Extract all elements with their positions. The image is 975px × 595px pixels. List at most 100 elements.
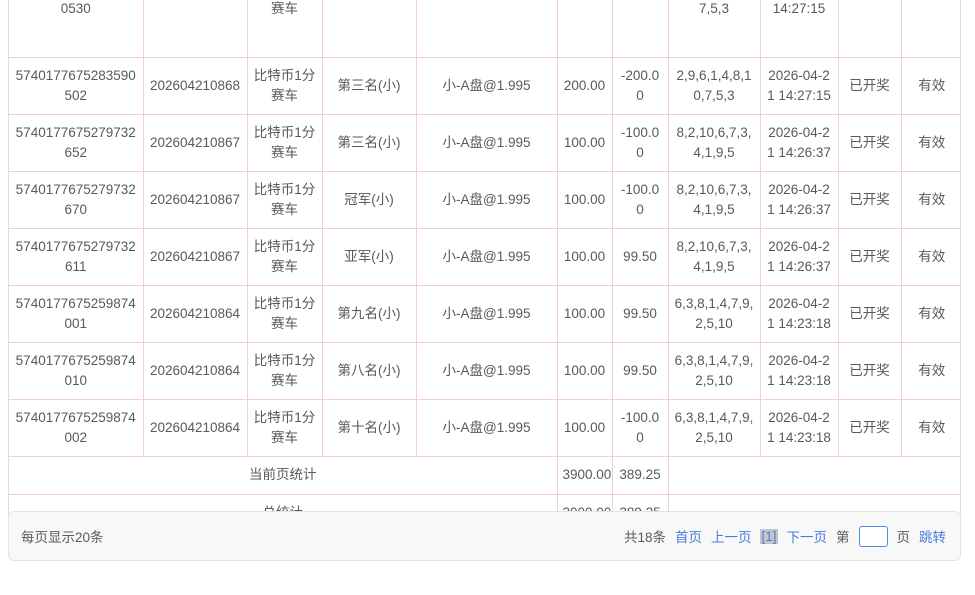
pagination-bar: 每页显示20条 共18条 首页 上一页 [1] 下一页 第 页 跳转 (8, 511, 961, 561)
cell-time: 2026-04-21 14:23:18 (760, 285, 839, 343)
cell-status: 已开奖 (838, 228, 902, 286)
cell-winloss: 99.50 (612, 228, 669, 286)
summary-current-page-amount: 3900.00 (557, 456, 613, 495)
cell-result: 8,2,10,6,7,3,4,1,9,5 (668, 171, 761, 229)
cell-result: 6,3,8,1,4,7,9,2,5,10 (668, 342, 761, 400)
cell-bet-type: 第三名(小) (322, 114, 417, 172)
table-row: 5740177675259874001 202604210864 比特币1分赛车… (9, 285, 960, 343)
summary-current-page-empty (668, 456, 960, 495)
table-row-partial: 0530 赛车 7,5,3 14:27:15 (9, 0, 960, 58)
cell-order-id-tail: 0530 (9, 0, 144, 58)
cell-validity: 有效 (901, 285, 960, 343)
page-jump-input[interactable] (858, 525, 888, 547)
page-size-text: 每页显示20条 (21, 530, 104, 545)
cell-amount: 100.00 (557, 285, 613, 343)
cell-status: 已开奖 (838, 171, 902, 229)
cell-order-id: 5740177675259874010 (9, 342, 144, 400)
cell-result: 2,9,6,1,4,8,10,7,5,3 (668, 57, 761, 115)
cell-winloss: 99.50 (612, 342, 669, 400)
cell-period: 202604210864 (143, 342, 248, 400)
cell-status: 已开奖 (838, 57, 902, 115)
cell-period: 202604210864 (143, 285, 248, 343)
cell-status: 已开奖 (838, 342, 902, 400)
cell-period: 202604210868 (143, 57, 248, 115)
cell-result: 6,3,8,1,4,7,9,2,5,10 (668, 285, 761, 343)
cell-period: 202604210867 (143, 171, 248, 229)
cell-period (143, 0, 248, 58)
cell-time: 2026-04-21 14:26:37 (760, 171, 839, 229)
jump-suffix-label: 页 (896, 530, 911, 545)
cell-time: 2026-04-21 14:23:18 (760, 399, 839, 457)
cell-amount: 200.00 (557, 57, 613, 115)
summary-current-page-winloss: 389.25 (612, 456, 669, 495)
cell-time: 2026-04-21 14:27:15 (760, 57, 839, 115)
cell-bet-type (322, 0, 417, 58)
cell-order-id: 5740177675259874002 (9, 399, 144, 457)
cell-validity: 有效 (901, 228, 960, 286)
cell-validity: 有效 (901, 342, 960, 400)
bet-records-table: 0530 赛车 7,5,3 14:27:15 57401776752835905… (9, 0, 960, 532)
cell-bet-type: 第十名(小) (322, 399, 417, 457)
cell-result-tail: 7,5,3 (668, 0, 761, 58)
cell-order-id: 5740177675283590502 (9, 57, 144, 115)
cell-period: 202604210867 (143, 228, 248, 286)
cell-bet-type: 亚军(小) (322, 228, 417, 286)
cell-time: 2026-04-21 14:23:18 (760, 342, 839, 400)
cell-winloss: -100.00 (612, 114, 669, 172)
cell-order-id: 5740177675279732670 (9, 171, 144, 229)
cell-game: 比特币1分赛车 (247, 228, 323, 286)
cell-amount (557, 0, 613, 58)
total-count-text: 共18条 (623, 530, 666, 545)
prev-page-link[interactable]: 上一页 (710, 530, 752, 545)
cell-period: 202604210864 (143, 399, 248, 457)
table-row: 5740177675279732670 202604210867 比特币1分赛车… (9, 171, 960, 229)
cell-period: 202604210867 (143, 114, 248, 172)
cell-status: 已开奖 (838, 114, 902, 172)
cell-result: 8,2,10,6,7,3,4,1,9,5 (668, 114, 761, 172)
table-row: 5740177675259874010 202604210864 比特币1分赛车… (9, 342, 960, 400)
cell-game: 比特币1分赛车 (247, 399, 323, 457)
cell-play: 小-A盘@1.995 (416, 228, 558, 286)
cell-time: 2026-04-21 14:26:37 (760, 228, 839, 286)
cell-validity (901, 0, 960, 58)
bet-records-table-container: 0530 赛车 7,5,3 14:27:15 57401776752835905… (8, 0, 961, 533)
first-page-link[interactable]: 首页 (674, 530, 702, 545)
cell-validity: 有效 (901, 114, 960, 172)
cell-game: 比特币1分赛车 (247, 285, 323, 343)
cell-amount: 100.00 (557, 228, 613, 286)
cell-play: 小-A盘@1.995 (416, 57, 558, 115)
cell-game: 比特币1分赛车 (247, 114, 323, 172)
cell-time-tail: 14:27:15 (760, 0, 839, 58)
cell-game: 比特币1分赛车 (247, 171, 323, 229)
cell-amount: 100.00 (557, 114, 613, 172)
cell-status: 已开奖 (838, 399, 902, 457)
cell-play: 小-A盘@1.995 (416, 114, 558, 172)
jump-button[interactable]: 跳转 (919, 530, 946, 545)
cell-winloss: -100.00 (612, 399, 669, 457)
cell-result: 8,2,10,6,7,3,4,1,9,5 (668, 228, 761, 286)
cell-game: 比特币1分赛车 (247, 342, 323, 400)
cell-validity: 有效 (901, 171, 960, 229)
cell-status: 已开奖 (838, 285, 902, 343)
table-row: 5740177675279732652 202604210867 比特币1分赛车… (9, 114, 960, 172)
cell-play: 小-A盘@1.995 (416, 342, 558, 400)
cell-bet-type: 冠军(小) (322, 171, 417, 229)
cell-result: 6,3,8,1,4,7,9,2,5,10 (668, 399, 761, 457)
summary-current-page-label: 当前页统计 (9, 456, 558, 495)
cell-winloss: -200.00 (612, 57, 669, 115)
table-row: 5740177675259874002 202604210864 比特币1分赛车… (9, 399, 960, 457)
cell-order-id: 5740177675259874001 (9, 285, 144, 343)
cell-play (416, 0, 558, 58)
cell-winloss: -100.00 (612, 171, 669, 229)
cell-validity: 有效 (901, 399, 960, 457)
pagination-controls: 共18条 首页 上一页 [1] 下一页 第 页 跳转 (623, 525, 946, 547)
cell-winloss (612, 0, 669, 58)
cell-amount: 100.00 (557, 171, 613, 229)
cell-time: 2026-04-21 14:26:37 (760, 114, 839, 172)
current-page-indicator[interactable]: [1] (760, 528, 778, 544)
cell-play: 小-A盘@1.995 (416, 171, 558, 229)
cell-bet-type: 第九名(小) (322, 285, 417, 343)
next-page-link[interactable]: 下一页 (786, 530, 828, 545)
cell-order-id: 5740177675279732611 (9, 228, 144, 286)
cell-game: 比特币1分赛车 (247, 57, 323, 115)
